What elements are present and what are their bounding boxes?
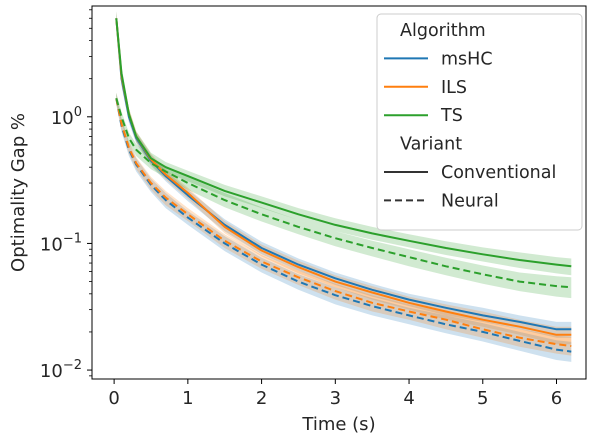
x-tick-label: 6 <box>551 388 562 409</box>
x-axis-label: Time (s) <box>301 414 375 435</box>
line-ts-conventional <box>115 18 572 268</box>
legend: Algorithm msHC ILS TS Variant Conventional Neu… <box>376 13 583 231</box>
band-ils-neural <box>116 92 572 356</box>
x-tick-label: 5 <box>477 388 488 409</box>
legend-label-mshc: msHC <box>441 49 493 69</box>
legend-label-ils: ILS <box>441 78 467 98</box>
band-ts-conventional <box>116 11 572 276</box>
legend-box <box>376 13 583 231</box>
legend-title-variant: Variant <box>400 135 462 155</box>
legend-label-ts: TS <box>440 106 463 126</box>
legend-label-neural: Neural <box>441 191 499 211</box>
x-tick-label: 2 <box>256 388 267 409</box>
line-ils-neural <box>115 98 572 347</box>
line-ts-neural <box>115 98 572 289</box>
confidence-bands <box>116 11 572 362</box>
band-mshc-neural <box>116 92 572 362</box>
x-tick-label: 4 <box>403 388 414 409</box>
legend-title-algorithm: Algorithm <box>400 21 486 41</box>
y-axis-ticks: 10−2 10−1 100 <box>40 9 92 382</box>
y-tick-label: 100 <box>51 105 82 129</box>
plot-frame <box>91 5 587 380</box>
legend-label-conventional: Conventional <box>441 163 556 183</box>
x-tick-label: 0 <box>108 388 119 409</box>
x-axis-ticks: 0 1 2 3 4 5 6 <box>108 379 562 409</box>
band-ts-neural <box>116 92 572 299</box>
y-tick-label: 10−1 <box>40 231 82 255</box>
x-tick-label: 1 <box>182 388 193 409</box>
x-tick-label: 3 <box>330 388 341 409</box>
series-lines <box>115 18 572 353</box>
y-axis-label: Optimality Gap % <box>8 113 29 272</box>
y-tick-label: 10−2 <box>40 358 82 382</box>
